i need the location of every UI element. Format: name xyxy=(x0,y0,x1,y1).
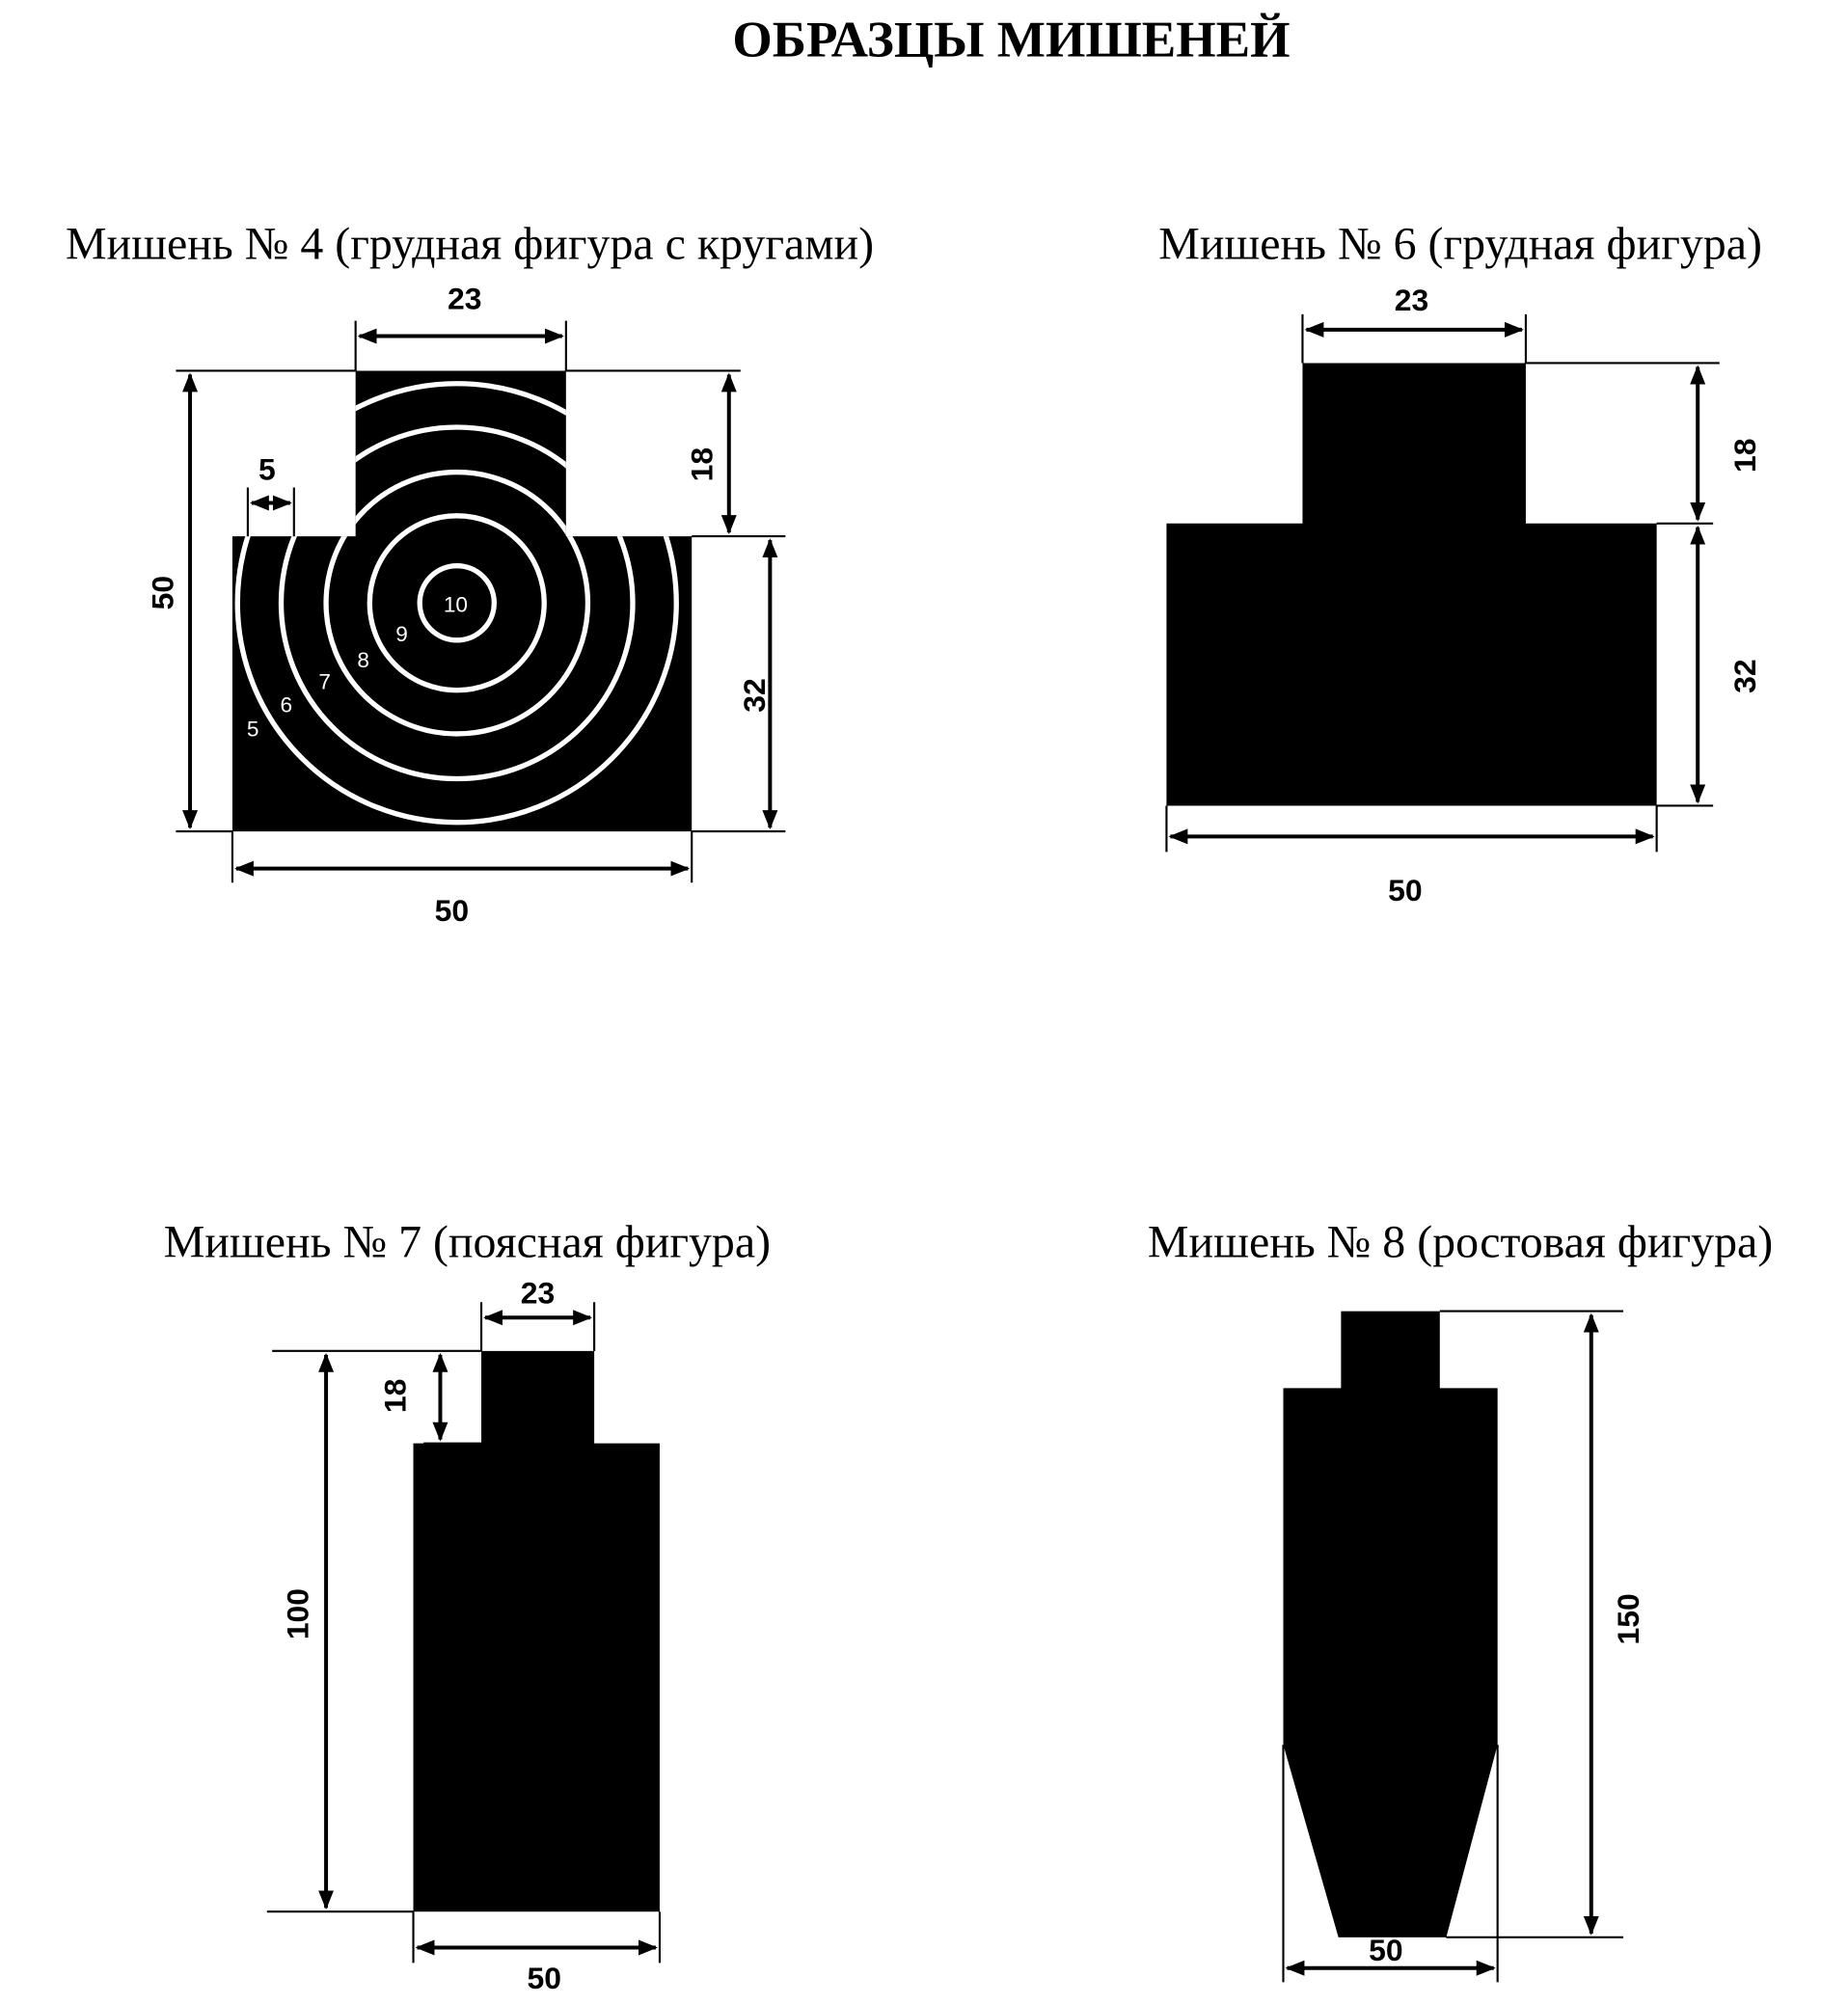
target-7-silhouette xyxy=(413,1350,660,1912)
target-4: Мишень № 4 (грудная фигура с кругами) 10… xyxy=(66,219,874,928)
dim-head-width: 23 xyxy=(1395,283,1429,317)
ring-label-8: 8 xyxy=(357,648,369,672)
dim-width: 50 xyxy=(1388,873,1423,907)
dim-total-height: 50 xyxy=(146,576,180,610)
target-4-rings xyxy=(234,381,679,826)
dim-width: 50 xyxy=(527,1961,561,1995)
dim-head-width: 23 xyxy=(448,282,481,316)
dim-body-height: 32 xyxy=(1727,659,1762,693)
dim-width: 50 xyxy=(1369,1933,1403,1967)
dim-head-height: 18 xyxy=(684,447,719,482)
dim-body-height: 32 xyxy=(737,678,772,713)
ring-label-5: 5 xyxy=(247,718,259,742)
dim-head-height: 18 xyxy=(378,1379,413,1414)
dim-ring-step: 5 xyxy=(258,452,276,487)
target-6-caption: Мишень № 6 (грудная фигура) xyxy=(1158,219,1762,270)
dim-head-width: 23 xyxy=(521,1276,556,1311)
dim-width: 50 xyxy=(435,893,470,928)
target-8-caption: Мишень № 8 (ростовая фигура) xyxy=(1148,1217,1773,1268)
ring-label-10: 10 xyxy=(444,593,468,617)
target-8: Мишень № 8 (ростовая фигура) 150 50 xyxy=(1148,1217,1773,1983)
dim-total-height: 150 xyxy=(1611,1593,1645,1644)
dim-total-height: 100 xyxy=(280,1588,314,1639)
ring-label-6: 6 xyxy=(281,692,293,717)
dim-head-height: 18 xyxy=(1727,439,1762,474)
target-4-silhouette xyxy=(231,370,693,832)
target-7-caption: Мишень № 7 (поясная фигура) xyxy=(164,1217,771,1268)
target-6: Мишень № 6 (грудная фигура) 23 18 32 50 xyxy=(1158,219,1762,907)
ring-label-9: 9 xyxy=(395,622,408,646)
ring-label-7: 7 xyxy=(318,669,331,693)
target-7: Мишень № 7 (поясная фигура) 23 18 100 50 xyxy=(164,1217,771,1995)
target-6-silhouette xyxy=(1166,363,1657,806)
page-title: ОБРАЗЦЫ МИШЕНЕЙ xyxy=(732,12,1290,68)
target-4-caption: Мишень № 4 (грудная фигура с кругами) xyxy=(66,219,874,270)
target-8-silhouette xyxy=(1283,1311,1498,1937)
